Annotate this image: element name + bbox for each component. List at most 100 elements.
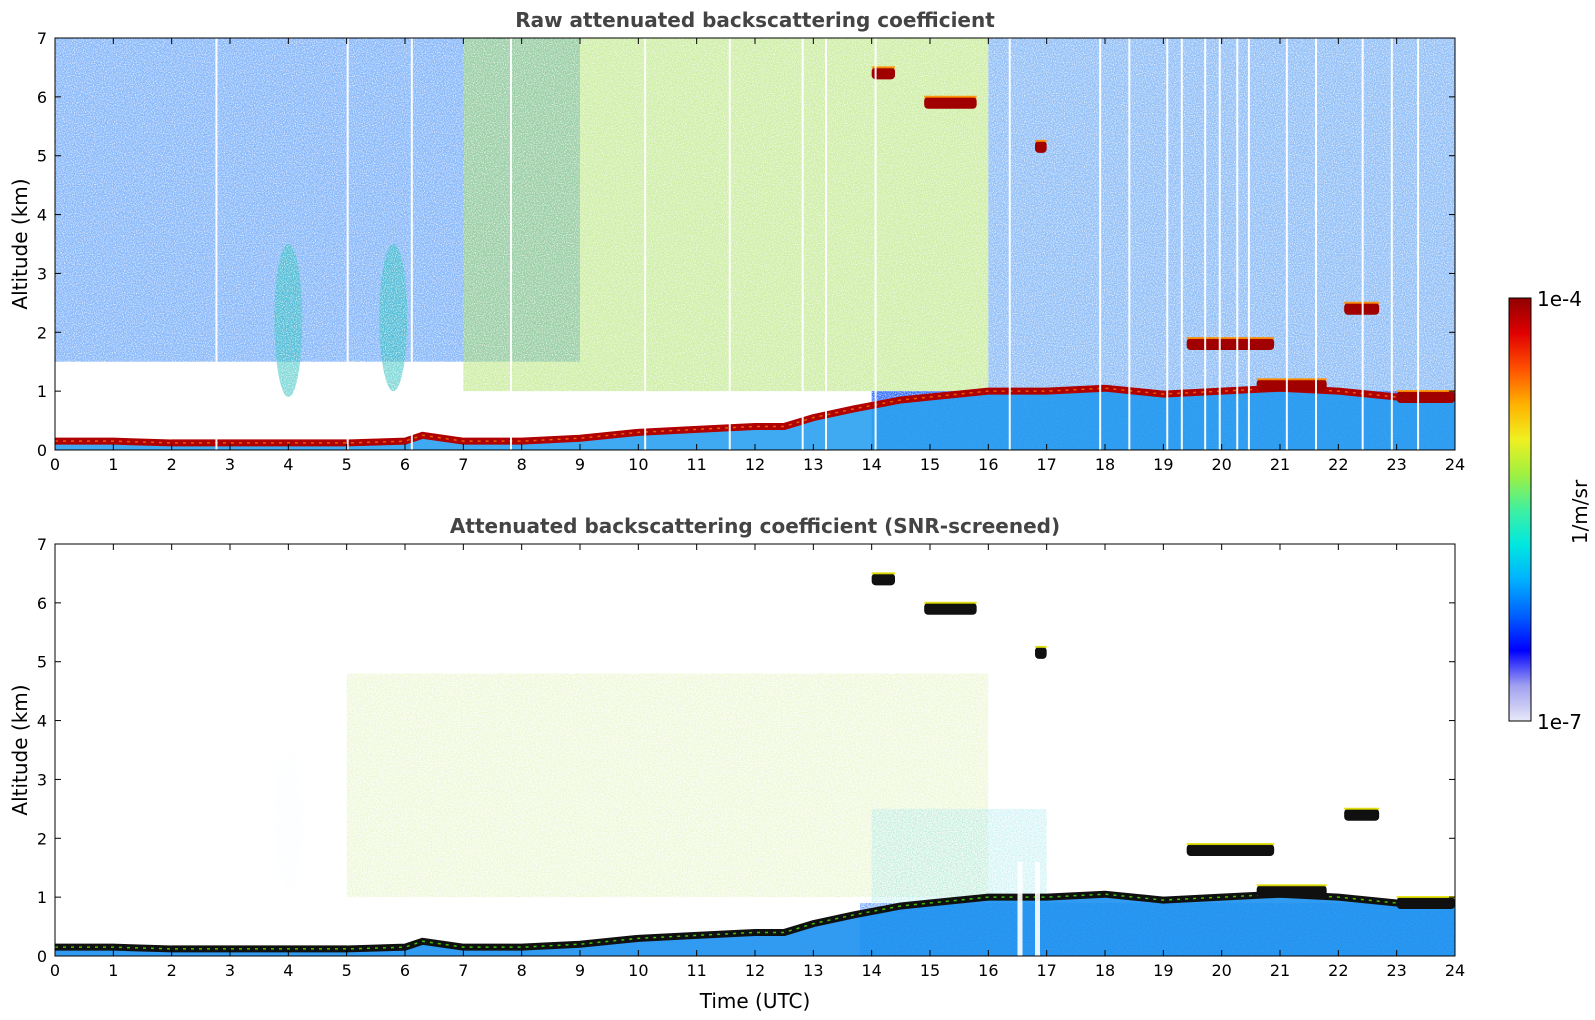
raw-panel-title: Raw attenuated backscattering coefficien… — [515, 8, 995, 32]
x-tick-label: 1 — [108, 961, 118, 980]
x-tick-label: 15 — [920, 961, 940, 980]
colorbar-min-label: 1e-7 — [1537, 710, 1582, 734]
x-tick-label: 7 — [458, 455, 468, 474]
x-tick-label: 16 — [978, 961, 998, 980]
missing-profile — [1236, 38, 1239, 450]
x-tick-label: 18 — [1095, 961, 1115, 980]
missing-profile — [1285, 38, 1288, 450]
x-tick-label: 12 — [745, 455, 765, 474]
snr-screened-panel: Attenuated backscattering coefficient (S… — [8, 514, 1465, 1013]
y-tick-label: 5 — [37, 653, 47, 672]
missing-profile — [346, 38, 349, 450]
x-tick-label: 9 — [575, 961, 585, 980]
colorbar-gradient — [1508, 297, 1532, 722]
missing-profile — [1417, 38, 1420, 450]
x-tick-label: 15 — [920, 455, 940, 474]
cloud-layer — [1186, 338, 1275, 351]
x-tick-label: 14 — [861, 455, 881, 474]
cloud-layer — [1035, 140, 1047, 153]
cloud-layer — [871, 67, 895, 80]
x-tick-label: 2 — [167, 455, 177, 474]
missing-profile — [1035, 861, 1040, 956]
missing-profile — [801, 38, 804, 450]
colorbar: 1e-4 1e-7 1/m/sr — [1508, 287, 1592, 734]
missing-profile — [1166, 38, 1169, 450]
cloud-layer-edge — [1344, 807, 1380, 810]
x-tick-label: 8 — [517, 455, 527, 474]
cloud-layer-edge — [1035, 645, 1047, 648]
missing-profile — [510, 38, 512, 450]
x-tick-label: 7 — [458, 961, 468, 980]
snr-axes: 0 1 2 3 4 5 6 7 8 9 10 11 12 13 14 15 16 17 18 19 20 21 22 23 24… — [37, 535, 1465, 980]
x-tick-label: 16 — [978, 455, 998, 474]
cloud-layer — [1256, 885, 1327, 898]
y-tick-label: 6 — [37, 594, 47, 613]
colorbar-max-label: 1e-4 — [1537, 287, 1582, 311]
cloud-layer-edge — [1186, 337, 1275, 340]
x-tick-label: 17 — [1036, 455, 1056, 474]
x-tick-label: 1 — [108, 455, 118, 474]
cloud-layer-edge — [871, 572, 895, 575]
y-tick-label: 1 — [37, 888, 47, 907]
cloud-layer-edge — [1035, 139, 1047, 142]
x-tick-label: 22 — [1328, 961, 1348, 980]
raw-backscatter-panel: Raw attenuated backscattering coefficien… — [8, 8, 1465, 474]
cloud-layer-edge — [1396, 896, 1455, 899]
x-tick-label: 3 — [225, 961, 235, 980]
x-tick-label: 2 — [167, 961, 177, 980]
x-tick-label: 19 — [1153, 455, 1173, 474]
x-tick-label: 22 — [1328, 455, 1348, 474]
x-tick-label: 8 — [517, 961, 527, 980]
missing-profile — [1017, 861, 1023, 956]
snr-heatmap — [55, 544, 1455, 956]
x-tick-label: 17 — [1036, 961, 1056, 980]
missing-profile — [1247, 38, 1250, 450]
x-tick-label: 0 — [50, 961, 60, 980]
cloud-layer-edge — [924, 601, 977, 604]
x-tick-label: 5 — [342, 455, 352, 474]
x-tick-label: 24 — [1445, 961, 1465, 980]
x-tick-label: 6 — [400, 961, 410, 980]
y-tick-label: 7 — [37, 29, 47, 48]
cloud-layer — [1396, 897, 1455, 910]
y-tick-label: 0 — [37, 947, 47, 966]
x-tick-label: 18 — [1095, 455, 1115, 474]
cloud-layer — [1256, 379, 1327, 392]
x-tick-label: 13 — [803, 961, 823, 980]
missing-profile — [1204, 38, 1207, 450]
x-axis-label: Time (UTC) — [699, 989, 811, 1013]
cloud-layer-edge — [1396, 390, 1455, 393]
snr-panel-title: Attenuated backscattering coefficient (S… — [450, 514, 1060, 538]
screened-region — [55, 544, 1455, 674]
cloud-layer-edge — [1256, 884, 1327, 887]
cloud-layer-edge — [1186, 843, 1275, 846]
x-tick-label: 14 — [861, 961, 881, 980]
missing-profile — [1315, 38, 1317, 450]
boundary-layer-top — [55, 890, 1455, 953]
x-tick-label: 10 — [628, 455, 648, 474]
missing-profile — [825, 38, 827, 450]
x-tick-label: 12 — [745, 961, 765, 980]
cloud-layer — [924, 602, 977, 615]
noise-overlay — [55, 38, 1455, 450]
x-tick-label: 3 — [225, 455, 235, 474]
cloud-layer — [924, 96, 977, 109]
missing-profile — [1008, 38, 1011, 450]
missing-profile — [410, 38, 413, 450]
y-tick-label: 2 — [37, 323, 47, 342]
y-tick-label: 0 — [37, 441, 47, 460]
boundary-layer-fill — [55, 893, 1455, 956]
y-tick-label: 3 — [37, 770, 47, 789]
y-tick-label: 3 — [37, 264, 47, 283]
y-tick-label: 4 — [37, 712, 47, 731]
cloud-layer-edge — [1256, 378, 1327, 381]
missing-profile — [1128, 38, 1131, 450]
x-tick-label: 23 — [1386, 961, 1406, 980]
boundary-layer-fill — [55, 387, 1455, 450]
x-tick-label: 4 — [283, 455, 293, 474]
missing-profile — [1099, 38, 1102, 450]
y-tick-label: 7 — [37, 535, 47, 554]
x-tick-label: 21 — [1270, 961, 1290, 980]
missing-profile — [1390, 38, 1393, 450]
